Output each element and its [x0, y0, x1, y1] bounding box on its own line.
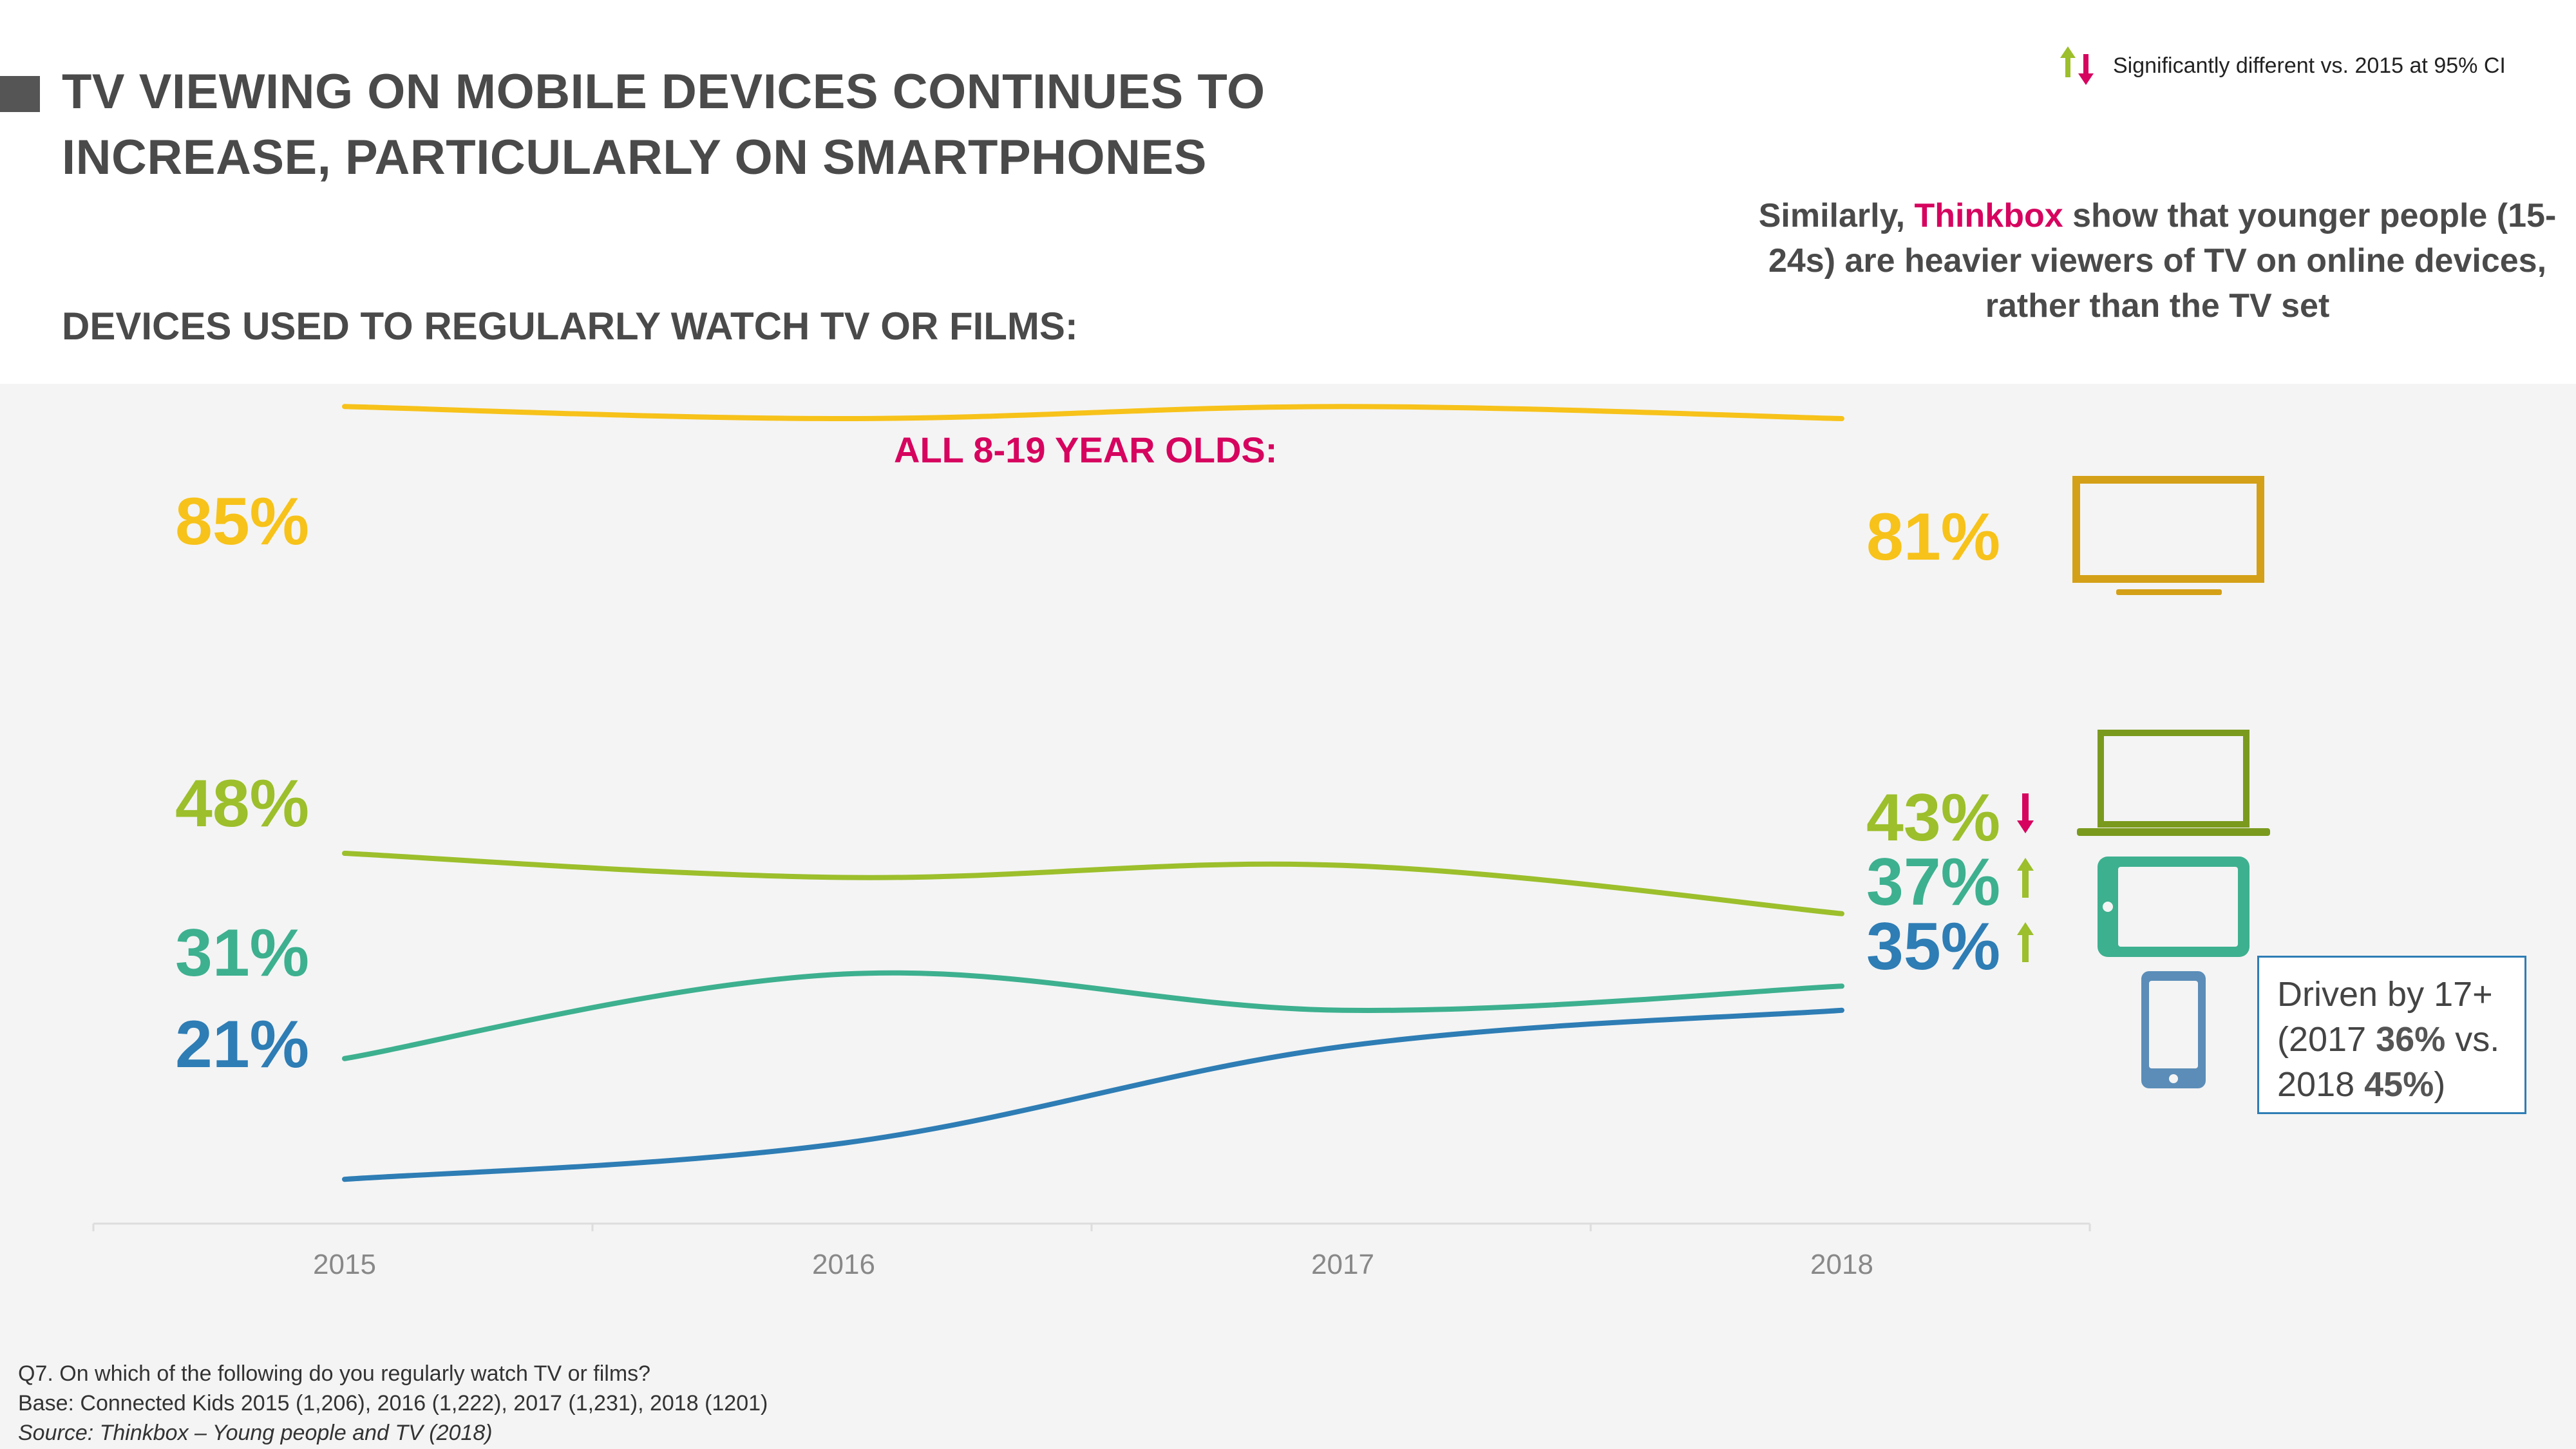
tv-icon [2072, 476, 2264, 595]
smartphone-series-line [342, 1007, 1844, 1182]
tv-start-label: 85% [175, 484, 310, 559]
note-line-2-pre: (2017 [2277, 1020, 2376, 1059]
footnote-base: Base: Connected Kids 2015 (1,206), 2016 … [18, 1391, 768, 1416]
laptop-end-label: 43% [1866, 781, 2001, 855]
x-tick-label-2015: 2015 [313, 1249, 376, 1280]
title-marker [0, 76, 40, 112]
note-line-3-post: ) [2434, 1065, 2446, 1104]
note-2017-value: 36% [2376, 1020, 2446, 1059]
callout-suffix: show that younger people (15-24s) are he… [1768, 197, 2557, 325]
laptop-series-line [342, 851, 1844, 916]
footnote-source: Source: Thinkbox – Young people and TV (… [18, 1421, 493, 1445]
smartphone-up-arrow-icon [2017, 922, 2034, 962]
driven-by-note: Driven by 17+ (2017 36% vs. 2018 45%) [2257, 956, 2526, 1114]
x-tick-label-2017: 2017 [1311, 1249, 1374, 1280]
smartphone-start-label: 21% [175, 1007, 310, 1082]
laptop-down-arrow-icon [2017, 793, 2034, 833]
page-subtitle: DEVICES USED TO REGULARLY WATCH TV OR FI… [62, 305, 1078, 348]
significance-legend-text: Significantly different vs. 2015 at 95% … [2113, 53, 2506, 78]
tablet-icon [2098, 857, 2249, 957]
footnote: Q7. On which of the following do you reg… [18, 1359, 768, 1448]
callout-brand: Thinkbox [1914, 197, 2063, 234]
tablet-series-line [342, 970, 1844, 1061]
tv-series-line [342, 404, 1844, 422]
footnote-question: Q7. On which of the following do you reg… [18, 1361, 651, 1386]
note-2018-value: 45% [2364, 1065, 2434, 1104]
note-line-2-post: vs. [2445, 1020, 2500, 1059]
thinkbox-callout: Similarly, Thinkbox show that younger pe… [1752, 193, 2563, 328]
note-line-2: (2017 36% vs. [2277, 1017, 2506, 1062]
significance-arrows-icon [2060, 46, 2094, 85]
laptop-icon [2077, 730, 2270, 836]
note-line-1: Driven by 17+ [2277, 975, 2493, 1014]
page-title: TV VIEWING ON MOBILE DEVICES CONTINUES T… [62, 64, 1265, 185]
callout-prefix: Similarly, [1758, 197, 1915, 234]
x-tick-label-2016: 2016 [812, 1249, 875, 1280]
note-line-3-pre: 2018 [2277, 1065, 2365, 1104]
x-tick-label-2018: 2018 [1810, 1249, 1873, 1280]
tv-end-label: 81% [1866, 500, 2001, 574]
chart-title: ALL 8-19 YEAR OLDS: [894, 430, 1278, 470]
smartphone-icon [2141, 971, 2206, 1088]
significance-legend: Significantly different vs. 2015 at 95% … [2058, 40, 2506, 91]
note-line-3: 2018 45%) [2277, 1062, 2506, 1107]
smartphone-end-label: 35% [1866, 909, 2001, 984]
tablet-start-label: 31% [175, 916, 310, 990]
tablet-up-arrow-icon [2017, 858, 2034, 898]
laptop-start-label: 48% [175, 766, 310, 841]
tablet-end-label: 37% [1866, 845, 2001, 920]
